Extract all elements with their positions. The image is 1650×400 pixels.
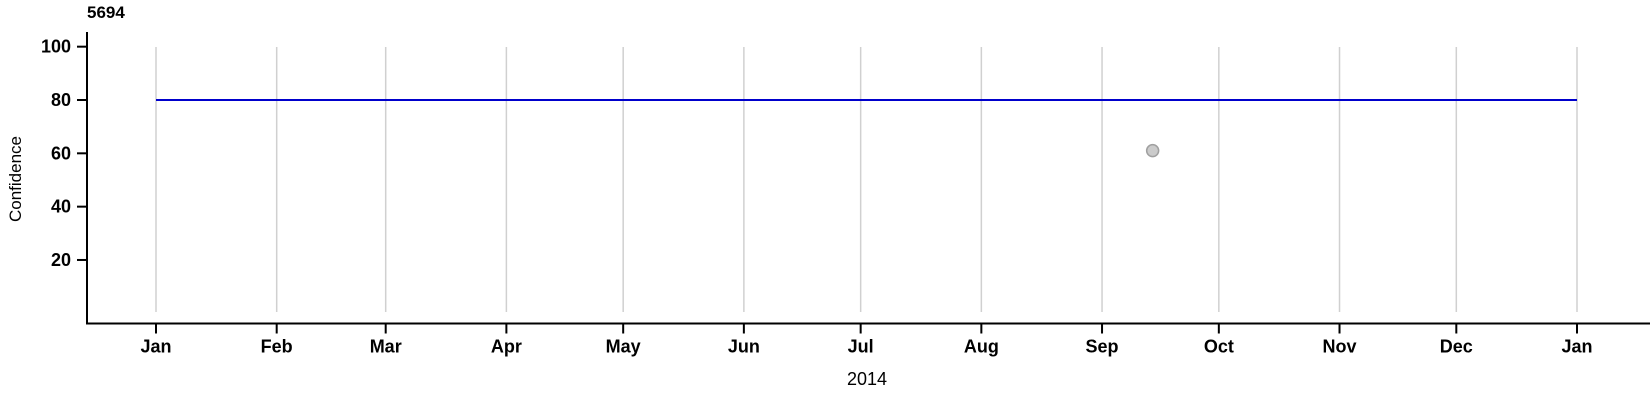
y-tick-label: 40 (51, 197, 71, 217)
y-tick-label: 100 (41, 37, 71, 57)
y-tick-label: 80 (51, 90, 71, 110)
x-axis-title: 2014 (846, 369, 888, 389)
x-tick-label: Jun (728, 337, 760, 357)
chart-title: 5694 (87, 3, 125, 22)
x-tick-label: Jan (140, 337, 171, 357)
x-tick-label: Jul (848, 337, 874, 357)
x-tick-label: Jan (1561, 337, 1592, 357)
x-tick-label: Apr (491, 337, 522, 357)
observation-point (1145, 143, 1160, 158)
x-tick-label: Sep (1086, 337, 1119, 357)
x-tick-label: Oct (1204, 337, 1234, 357)
x-tick-label: Aug (964, 337, 999, 357)
y-tick-label: 60 (51, 143, 71, 163)
x-tick-label: Feb (261, 337, 293, 357)
x-tick-label: Dec (1440, 337, 1473, 357)
x-tick-label: Nov (1323, 337, 1357, 357)
y-tick-label: 20 (51, 250, 71, 270)
x-tick-label: Mar (370, 337, 402, 357)
x-tick-label: May (606, 337, 641, 357)
